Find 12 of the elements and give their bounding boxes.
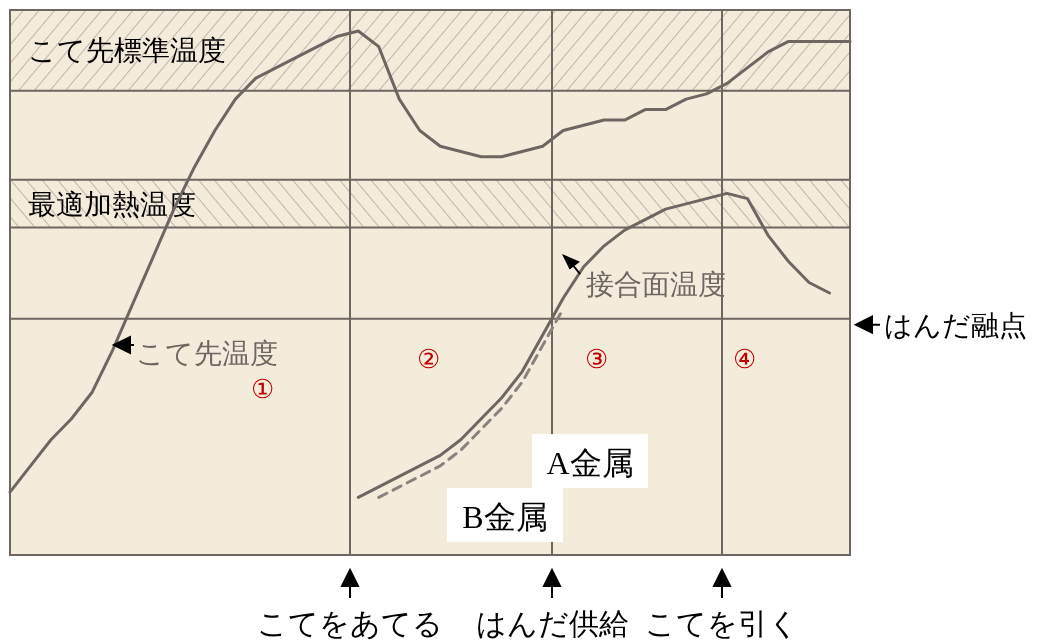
ref-line-label: はんだ融点 [884,309,1027,341]
text: はんだ供給 [475,607,629,640]
annotation: A金属 [546,445,634,481]
series-label: こて先温度 [136,338,278,369]
annotation: ③ [584,345,608,374]
band-label: こて先標準温度 [28,35,226,67]
annotation: ② [416,345,440,374]
text: こてをあてる [257,607,443,640]
text: こてを引く [645,607,799,640]
annotation: ① [250,375,274,404]
annotation: B金属 [462,499,548,535]
annotation: ④ [732,345,756,374]
